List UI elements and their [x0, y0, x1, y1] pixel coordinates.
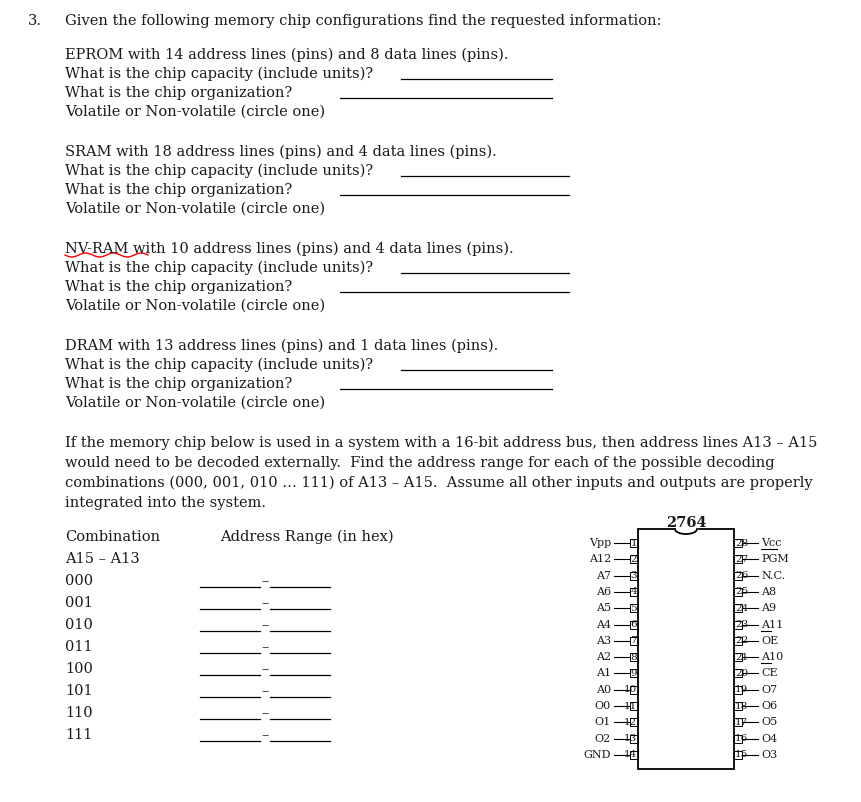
Text: A8: A8 — [760, 586, 775, 596]
Text: A0: A0 — [595, 684, 610, 694]
Text: What is the chip capacity (include units)?: What is the chip capacity (include units… — [65, 164, 373, 178]
Text: OE: OE — [760, 635, 777, 645]
Text: What is the chip organization?: What is the chip organization? — [65, 280, 292, 294]
Text: 2: 2 — [629, 554, 636, 563]
Text: 16: 16 — [734, 733, 747, 743]
Text: Combination: Combination — [65, 529, 160, 543]
Text: 21: 21 — [734, 652, 747, 661]
Text: A5: A5 — [595, 602, 610, 613]
Text: O1: O1 — [594, 716, 610, 727]
Text: 25: 25 — [734, 587, 747, 596]
Text: 26: 26 — [734, 570, 747, 579]
Text: Vcc: Vcc — [760, 537, 781, 547]
Text: O0: O0 — [594, 700, 610, 711]
Text: Volatile or Non-volatile (circle one): Volatile or Non-volatile (circle one) — [65, 395, 325, 410]
Text: A1: A1 — [595, 667, 610, 678]
Text: 12: 12 — [623, 717, 636, 726]
Text: 24: 24 — [734, 603, 747, 612]
Text: 001: 001 — [65, 595, 93, 610]
Text: Given the following memory chip configurations find the requested information:: Given the following memory chip configur… — [65, 14, 660, 28]
Text: Volatile or Non-volatile (circle one): Volatile or Non-volatile (circle one) — [65, 202, 325, 216]
Text: Address Range (in hex): Address Range (in hex) — [220, 529, 393, 544]
Text: 1: 1 — [629, 538, 636, 547]
Text: 3: 3 — [629, 570, 636, 579]
Text: O5: O5 — [760, 716, 777, 727]
Text: –: – — [261, 618, 268, 631]
Text: 101: 101 — [65, 683, 92, 697]
Text: 17: 17 — [734, 717, 747, 726]
Text: –: – — [261, 661, 268, 675]
Text: DRAM with 13 address lines (pins) and 1 data lines (pins).: DRAM with 13 address lines (pins) and 1 … — [65, 338, 498, 353]
Text: N.C.: N.C. — [760, 570, 784, 580]
Text: A15 – A13: A15 – A13 — [65, 551, 139, 565]
Text: 28: 28 — [734, 538, 747, 547]
Text: PGM: PGM — [760, 553, 788, 564]
Text: 100: 100 — [65, 661, 93, 675]
Text: 110: 110 — [65, 705, 92, 719]
Text: What is the chip capacity (include units)?: What is the chip capacity (include units… — [65, 67, 373, 81]
Text: 5: 5 — [629, 603, 636, 612]
Text: 13: 13 — [623, 733, 636, 743]
Text: What is the chip capacity (include units)?: What is the chip capacity (include units… — [65, 261, 373, 275]
Text: integrated into the system.: integrated into the system. — [65, 496, 266, 509]
Text: 000: 000 — [65, 573, 93, 587]
Text: 8: 8 — [629, 652, 636, 661]
Text: A10: A10 — [760, 651, 783, 662]
Text: Volatile or Non-volatile (circle one): Volatile or Non-volatile (circle one) — [65, 298, 325, 313]
Text: 11: 11 — [623, 701, 636, 710]
Text: –: – — [261, 573, 268, 587]
Text: A12: A12 — [588, 553, 610, 564]
Text: 9: 9 — [629, 668, 636, 677]
Text: A11: A11 — [760, 619, 783, 629]
Text: O3: O3 — [760, 749, 777, 759]
Text: CE: CE — [760, 667, 777, 678]
Text: combinations (000, 001, 010 … 111) of A13 – A15.  Assume all other inputs and ou: combinations (000, 001, 010 … 111) of A1… — [65, 476, 812, 490]
Text: 2764: 2764 — [665, 516, 705, 529]
Text: A7: A7 — [595, 570, 610, 580]
Text: What is the chip capacity (include units)?: What is the chip capacity (include units… — [65, 358, 373, 372]
Text: 27: 27 — [734, 554, 747, 563]
Text: 14: 14 — [623, 750, 636, 759]
Text: –: – — [261, 705, 268, 719]
Text: 111: 111 — [65, 727, 92, 741]
Text: O2: O2 — [594, 733, 610, 743]
Text: What is the chip organization?: What is the chip organization? — [65, 376, 292, 391]
Text: 010: 010 — [65, 618, 93, 631]
Text: 22: 22 — [734, 635, 747, 645]
Text: SRAM with 18 address lines (pins) and 4 data lines (pins).: SRAM with 18 address lines (pins) and 4 … — [65, 145, 496, 159]
Text: A3: A3 — [595, 635, 610, 645]
Text: If the memory chip below is used in a system with a 16-bit address bus, then add: If the memory chip below is used in a sy… — [65, 435, 816, 449]
Text: A6: A6 — [595, 586, 610, 596]
Text: 23: 23 — [734, 619, 747, 628]
Text: 6: 6 — [629, 619, 636, 628]
Text: 011: 011 — [65, 639, 92, 653]
Text: O4: O4 — [760, 733, 777, 743]
Text: 3.: 3. — [28, 14, 42, 28]
Text: O7: O7 — [760, 684, 777, 694]
Text: Vpp: Vpp — [588, 537, 610, 547]
Text: O6: O6 — [760, 700, 777, 711]
Text: GND: GND — [583, 749, 610, 759]
Text: 10: 10 — [623, 684, 636, 694]
Text: What is the chip organization?: What is the chip organization? — [65, 86, 292, 100]
Text: 7: 7 — [629, 635, 636, 645]
Text: A2: A2 — [595, 651, 610, 662]
Text: NV-RAM with 10 address lines (pins) and 4 data lines (pins).: NV-RAM with 10 address lines (pins) and … — [65, 241, 513, 256]
Text: 15: 15 — [734, 750, 747, 759]
Text: 19: 19 — [734, 684, 747, 694]
Text: –: – — [261, 595, 268, 610]
Text: –: – — [261, 683, 268, 697]
Text: A4: A4 — [595, 619, 610, 629]
Text: –: – — [261, 727, 268, 741]
Text: –: – — [261, 639, 268, 653]
Text: Volatile or Non-volatile (circle one): Volatile or Non-volatile (circle one) — [65, 105, 325, 119]
Text: 18: 18 — [734, 701, 747, 710]
Text: 20: 20 — [734, 668, 747, 677]
Text: 4: 4 — [629, 587, 636, 596]
Text: would need to be decoded externally.  Find the address range for each of the pos: would need to be decoded externally. Fin… — [65, 456, 774, 469]
Text: A9: A9 — [760, 602, 775, 613]
Text: EPROM with 14 address lines (pins) and 8 data lines (pins).: EPROM with 14 address lines (pins) and 8… — [65, 48, 508, 63]
Text: What is the chip organization?: What is the chip organization? — [65, 183, 292, 196]
